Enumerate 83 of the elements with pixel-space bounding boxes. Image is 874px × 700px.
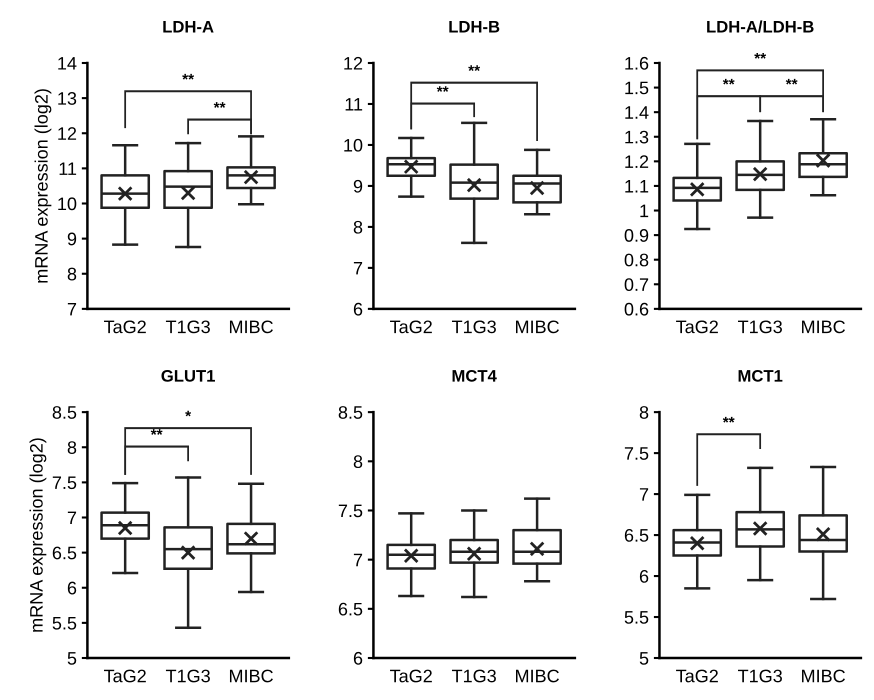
y-tick-label: 0.9 <box>624 229 648 242</box>
y-tick-label: 14 <box>58 57 76 70</box>
y-tick-label: 7.5 <box>624 447 648 460</box>
x-tick-label: T1G3 <box>738 320 782 334</box>
x-tick-label: MIBC <box>230 320 273 334</box>
y-tick-label: 0.7 <box>624 278 648 291</box>
x-tick-label: TaG2 <box>390 670 432 682</box>
annotation: ** <box>722 416 735 423</box>
y-tick-label: 7 <box>640 488 648 501</box>
x-tick-label: T1G3 <box>452 320 496 334</box>
x-tick-label: TaG2 <box>390 320 432 334</box>
y-tick-label: 6.5 <box>52 546 76 560</box>
y-tick-label: 12 <box>344 56 362 70</box>
y-tick-label: 5 <box>68 652 76 665</box>
y-tick-label: 1.4 <box>625 106 649 119</box>
y-tick-label: 5.5 <box>52 616 76 630</box>
y-tick-label: 8.5 <box>52 406 76 419</box>
y-tick-label: 7.5 <box>338 504 362 518</box>
x-tick-label: T1G3 <box>166 670 210 682</box>
x-tick-label: T1G3 <box>452 670 496 682</box>
y-tick-label: 8.5 <box>338 406 362 419</box>
y-tick-label: 7.5 <box>52 476 76 490</box>
y-tick-label: 5 <box>640 652 648 665</box>
annotation: ** <box>722 78 735 85</box>
y-tick-label: 12 <box>58 127 76 140</box>
y-tick-label: 8 <box>354 455 362 468</box>
y-tick-label: 7 <box>68 512 76 524</box>
annotation: ** <box>436 86 449 92</box>
annotation: ** <box>182 74 194 80</box>
y-tick-label: 6.5 <box>338 602 362 616</box>
x-tick-label: MIBC <box>230 670 273 682</box>
y-tick-label: 10 <box>344 138 362 152</box>
y-axis-title: mRNA expression (log2) <box>34 89 52 283</box>
annotation: ** <box>468 65 480 71</box>
x-tick-label: T1G3 <box>166 320 210 334</box>
chart-title: MCT4 <box>452 370 497 382</box>
chart-title: MCT1 <box>738 370 782 382</box>
y-tick-label: 6 <box>68 582 76 594</box>
x-tick-label: MIBC <box>516 670 559 682</box>
y-tick-label: 7 <box>354 262 362 274</box>
x-tick-label: TaG2 <box>104 320 146 334</box>
y-tick-label: 10 <box>58 197 76 210</box>
y-tick-label: 0.6 <box>624 302 648 316</box>
y-tick-label: 6 <box>640 570 648 583</box>
y-tick-label: 1.1 <box>625 180 648 192</box>
y-tick-label: 1.2 <box>625 155 648 168</box>
y-tick-label: 8 <box>68 441 76 454</box>
chart-title: LDH-A/LDH-B <box>707 20 814 33</box>
y-tick-label: 1.5 <box>625 82 648 94</box>
y-axis-title: mRNA expression (log2) <box>30 438 46 632</box>
chart-title: LDH-B <box>449 20 500 32</box>
y-tick-label: 1 <box>640 204 648 218</box>
y-tick-label: 9 <box>354 180 362 193</box>
chart-title: LDH-A <box>163 20 214 32</box>
text: ** <box>754 53 766 59</box>
annotation: ** <box>150 429 163 435</box>
y-tick-label: 9 <box>68 232 76 246</box>
y-tick-label: 11 <box>60 162 76 175</box>
x-tick-label: MIBC <box>516 320 559 334</box>
x-tick-label: MIBC <box>802 670 846 682</box>
y-tick-label: 6 <box>354 652 362 665</box>
chart-title: GLUT1 <box>161 370 215 382</box>
y-tick-label: 8 <box>354 220 362 234</box>
y-tick-label: 8 <box>68 268 76 280</box>
y-tick-label: 13 <box>58 92 76 105</box>
y-tick-label: 7 <box>68 302 76 316</box>
annotation: ** <box>786 78 798 85</box>
x-tick-label: TaG2 <box>676 320 718 334</box>
y-tick-label: 0.8 <box>624 254 648 266</box>
y-tick-label: 7 <box>354 554 362 566</box>
y-tick-label: 1.6 <box>625 56 648 70</box>
x-tick-label: TaG2 <box>676 670 718 682</box>
x-tick-label: T1G3 <box>738 670 782 682</box>
y-tick-label: 5.5 <box>624 611 648 624</box>
x-tick-label: MIBC <box>802 320 846 334</box>
y-tick-label: 6.5 <box>624 529 648 542</box>
y-tick-label: 11 <box>346 98 362 111</box>
annotation: * <box>185 410 192 416</box>
x-tick-label: TaG2 <box>104 670 146 682</box>
y-tick-label: 8 <box>640 406 648 419</box>
y-tick-label: 6 <box>354 302 362 316</box>
annotation: ** <box>214 102 226 108</box>
y-tick-label: 1.3 <box>625 130 648 144</box>
